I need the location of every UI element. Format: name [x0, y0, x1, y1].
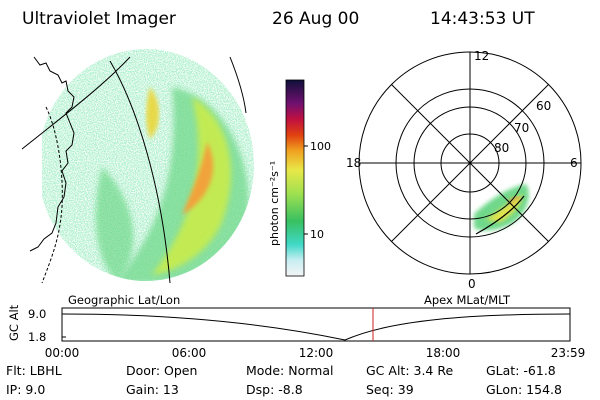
colorbar-tick-100: 100 — [310, 140, 331, 153]
mlt-label-0: 0 — [468, 277, 476, 291]
colorbar-tick-10: 10 — [310, 228, 324, 241]
polar-aurora — [474, 184, 529, 231]
lat-label-70: 70 — [514, 121, 529, 135]
timeline-left-title: Geographic Lat/Lon — [68, 293, 180, 307]
coastline — [29, 56, 75, 252]
polar-grid — [358, 51, 582, 275]
observation-time: 14:43:53 UT — [430, 9, 535, 29]
colorbar: 100 10 photon cm⁻²s⁻¹ — [268, 70, 336, 280]
altitude-timeline: Geographic Lat/Lon Apex MLat/MLT 9.0 1.8… — [0, 290, 600, 360]
info-dsp: Dsp: -8.8 — [246, 382, 303, 397]
timeline-frame — [61, 307, 571, 342]
timeline-right-title: Apex MLat/MLT — [424, 293, 511, 307]
colorbar-unit-label: photon cm⁻²s⁻¹ — [268, 161, 281, 246]
observation-date: 26 Aug 00 — [272, 9, 360, 29]
info-gain: Gain: 13 — [126, 382, 179, 397]
timeline-xtick-0000: 00:00 — [45, 346, 80, 360]
info-ip: IP: 9.0 — [6, 382, 46, 397]
lat-label-60: 60 — [536, 99, 551, 113]
info-filter: Flt: LBHL — [6, 363, 62, 378]
mlt-label-6: 6 — [570, 156, 578, 170]
geographic-image — [21, 47, 258, 287]
info-door: Door: Open — [126, 363, 198, 378]
timeline-xtick-1200: 12:00 — [299, 346, 334, 360]
timeline-ytick-1.8: 1.8 — [28, 330, 46, 344]
timeline-xtick-1800: 18:00 — [426, 346, 461, 360]
info-seq: Seq: 39 — [366, 382, 414, 397]
info-gc-alt: GC Alt: 3.4 Re — [366, 363, 454, 378]
instrument-title: Ultraviolet Imager — [22, 9, 176, 29]
lat-label-80: 80 — [494, 141, 509, 155]
terminator-arc — [475, 195, 525, 235]
aurora-emission — [38, 49, 254, 281]
mlt-label-12: 12 — [474, 49, 489, 63]
info-mode: Mode: Normal — [246, 363, 334, 378]
polar-mlt-plot: 12 18 6 0 60 70 80 — [336, 44, 600, 292]
lat-lon-grid — [21, 56, 247, 284]
info-glat: GLat: -61.8 — [486, 363, 556, 378]
mlt-label-18: 18 — [346, 156, 361, 170]
timeline-ytick-9: 9.0 — [28, 307, 46, 321]
timeline-xtick-2359: 23:59 — [551, 346, 586, 360]
timeline-y-axis-label: GC Alt — [7, 304, 21, 341]
instrument-info: Flt: LBHL IP: 9.0 Door: Open Gain: 13 Mo… — [0, 360, 600, 400]
timeline-xtick-0600: 06:00 — [172, 346, 207, 360]
info-glon: GLon: 154.8 — [486, 382, 562, 397]
altitude-curve — [61, 313, 571, 341]
colorbar-gradient — [285, 79, 305, 277]
